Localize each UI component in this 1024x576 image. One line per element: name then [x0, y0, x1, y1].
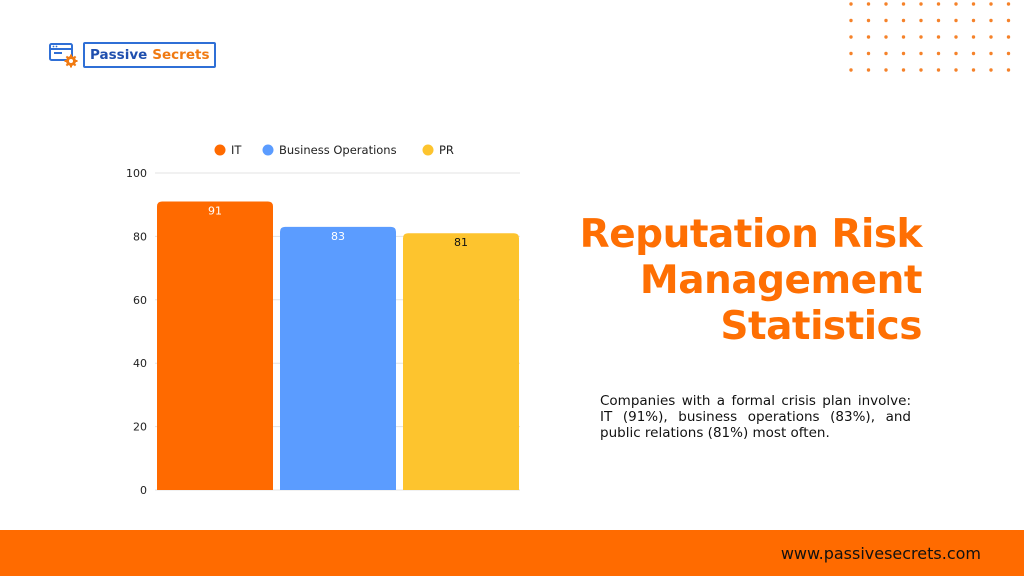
decorative-dot-grid — [849, 2, 1011, 72]
legend-label: PR — [439, 143, 454, 157]
decorative-dot — [1006, 35, 1011, 39]
y-tick-label: 100 — [126, 167, 147, 180]
decorative-dot — [919, 68, 923, 72]
decorative-dot — [849, 51, 853, 56]
brand-wordmark: Passive Secrets — [83, 42, 217, 68]
legend-label: IT — [231, 143, 242, 157]
decorative-dot — [901, 68, 906, 72]
decorative-dot — [936, 2, 941, 6]
brand-word-1: Passive — [90, 47, 148, 63]
decorative-dot — [866, 35, 871, 39]
description-text: Companies with a formal crisis plan invo… — [600, 393, 911, 441]
decorative-dot — [954, 35, 958, 39]
decorative-dot — [919, 2, 923, 6]
decorative-dot — [1006, 18, 1011, 23]
decorative-dot — [901, 35, 906, 39]
decorative-dot — [866, 68, 871, 72]
decorative-dot — [884, 51, 888, 56]
decorative-dot — [849, 68, 853, 72]
footer-bar: www.passivesecrets.com — [0, 530, 1024, 576]
y-tick-label: 60 — [133, 294, 147, 307]
legend-label: Business Operations — [279, 143, 397, 157]
legend-marker — [262, 144, 274, 156]
decorative-dot — [1006, 68, 1011, 72]
browser-gear-icon — [49, 43, 78, 68]
decorative-dot — [989, 68, 993, 72]
brand-logo: Passive Secrets — [49, 42, 217, 68]
bar — [403, 233, 519, 490]
decorative-dot — [954, 68, 958, 72]
decorative-dot — [971, 18, 976, 23]
decorative-dot — [884, 18, 888, 23]
decorative-dot — [1006, 51, 1011, 56]
decorative-dot — [989, 51, 993, 56]
bar-value-label: 83 — [331, 230, 345, 243]
decorative-dot — [919, 51, 923, 56]
decorative-dot — [971, 35, 976, 39]
decorative-dot — [954, 51, 958, 56]
decorative-dot — [971, 51, 976, 56]
decorative-dot — [1006, 2, 1011, 6]
footer-url[interactable]: www.passivesecrets.com — [780, 543, 981, 563]
bar-value-label: 81 — [454, 236, 468, 249]
decorative-dot — [919, 35, 923, 39]
decorative-dot — [919, 18, 923, 23]
decorative-dot — [936, 35, 941, 39]
decorative-dot — [936, 68, 941, 72]
decorative-dot — [936, 18, 941, 23]
decorative-dot — [954, 18, 958, 23]
decorative-dot — [971, 68, 976, 72]
decorative-dot — [866, 51, 871, 56]
decorative-dot — [989, 18, 993, 23]
page-title: Reputation Risk Management Statistics — [579, 212, 923, 349]
decorative-dot — [866, 2, 871, 6]
decorative-dot — [884, 2, 888, 6]
bar-value-label: 91 — [208, 205, 222, 218]
y-tick-label: 0 — [140, 484, 147, 497]
y-tick-label: 20 — [133, 421, 147, 434]
y-tick-label: 80 — [133, 230, 147, 243]
decorative-dot — [849, 35, 853, 39]
decorative-dot — [884, 35, 888, 39]
decorative-dot — [866, 18, 871, 23]
legend-marker — [422, 144, 434, 156]
decorative-dot — [901, 51, 906, 56]
bar — [280, 226, 396, 490]
decorative-dot — [901, 18, 906, 23]
bar — [157, 201, 273, 490]
decorative-dot — [989, 35, 993, 39]
bar-chart: 0 20 40 60 80 100 IT Business Operations PR 91 83 8… — [126, 143, 520, 497]
decorative-dot — [901, 2, 906, 6]
decorative-dot — [849, 2, 853, 6]
brand-word-2: Secrets — [152, 47, 210, 63]
decorative-dot — [936, 51, 941, 56]
y-tick-label: 40 — [133, 357, 147, 370]
legend-marker — [214, 144, 226, 156]
decorative-dot — [849, 18, 853, 23]
decorative-dot — [971, 2, 976, 6]
decorative-dot — [954, 2, 958, 6]
decorative-dot — [989, 2, 993, 6]
decorative-dot — [884, 68, 888, 72]
